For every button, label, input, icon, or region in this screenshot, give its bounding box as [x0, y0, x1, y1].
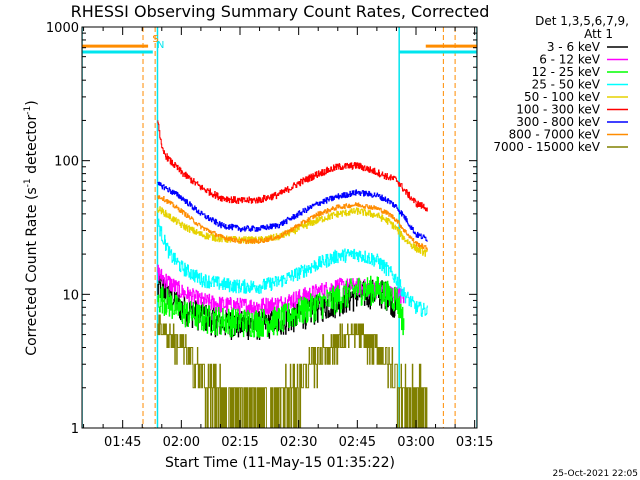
y-tick-label: 10 — [62, 288, 79, 303]
legend-label: 25 - 50 keV — [532, 78, 601, 92]
legend-label: 3 - 6 keV — [547, 40, 601, 54]
legend-label: 7000 - 15000 keV — [493, 140, 600, 154]
y-axis-label-sup2: -1 — [23, 106, 33, 115]
x-tick-label: 03:15 — [456, 435, 493, 450]
flag-label: N — [157, 40, 164, 51]
x-tick-label: 02:00 — [163, 435, 200, 450]
x-tick-label: 02:45 — [339, 435, 376, 450]
legend-label: 100 - 300 keV — [516, 103, 600, 117]
x-axis-label: Start Time (11-May-15 01:35:22) — [165, 455, 395, 471]
y-axis-label-end: ) — [24, 100, 40, 105]
legend-label: 6 - 12 keV — [539, 53, 601, 67]
legend-label: 50 - 100 keV — [524, 90, 601, 104]
legend-header-detectors: Det 1,3,5,6,7,9, — [535, 14, 629, 28]
series-line-3 — [157, 218, 428, 317]
series-line-2 — [157, 275, 405, 338]
footer-timestamp: 25-Oct-2021 22:05 — [553, 469, 638, 479]
series-line-8 — [157, 314, 428, 428]
series-line-7 — [157, 195, 428, 251]
x-tick-label: 03:00 — [397, 435, 434, 450]
legend-label: 12 - 25 keV — [532, 65, 601, 79]
x-tick-label: 01:45 — [104, 435, 141, 450]
y-tick-label: 1000 — [46, 21, 79, 36]
legend-label: 300 - 800 keV — [516, 115, 600, 129]
series-line-5 — [157, 120, 428, 212]
y-axis-label-main: Corrected Count Rate (s — [24, 187, 40, 355]
flag-label: S — [152, 34, 158, 45]
y-axis-label-mid: detector — [24, 115, 40, 179]
y-axis-label-sup1: -1 — [23, 178, 33, 187]
legend-header-attenuator: Att 1 — [584, 27, 613, 41]
legend-label: 800 - 7000 keV — [509, 128, 601, 142]
x-tick-label: 02:30 — [280, 435, 317, 450]
y-tick-label: 1 — [71, 422, 79, 437]
y-axis-label: Corrected Count Rate (s-1 detector-1) — [23, 100, 40, 355]
chart-title: RHESSI Observing Summary Count Rates, Co… — [71, 2, 490, 21]
x-tick-label: 02:15 — [221, 435, 258, 450]
y-tick-label: 100 — [54, 155, 79, 170]
series-line-6 — [157, 181, 428, 242]
